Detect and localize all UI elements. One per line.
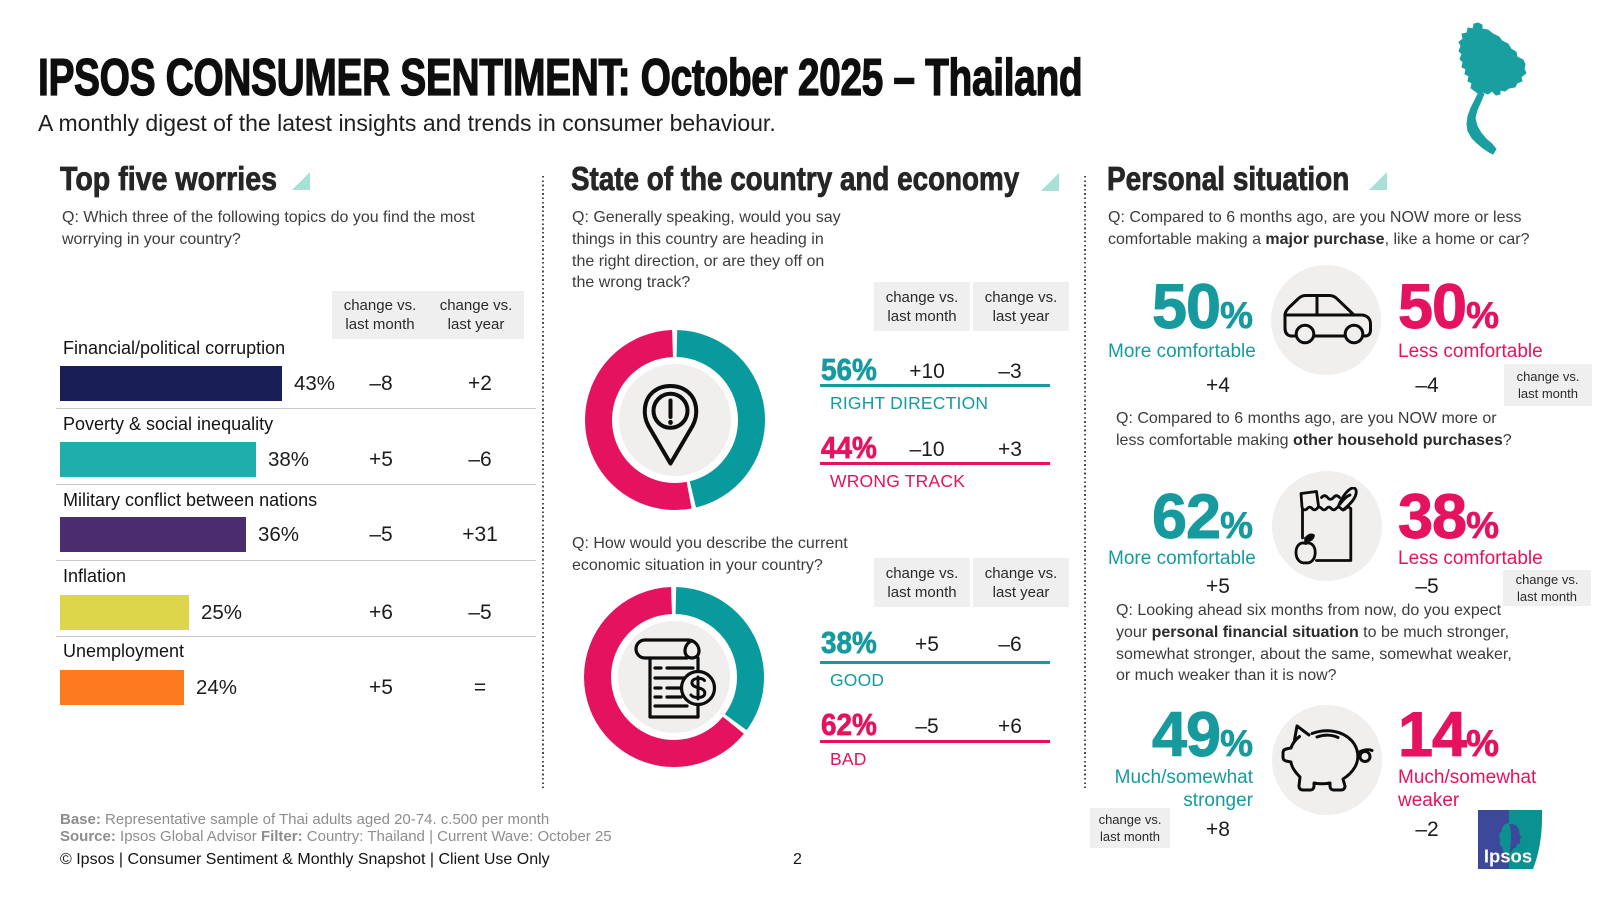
svg-text:Ipsos: Ipsos [1484, 846, 1532, 867]
